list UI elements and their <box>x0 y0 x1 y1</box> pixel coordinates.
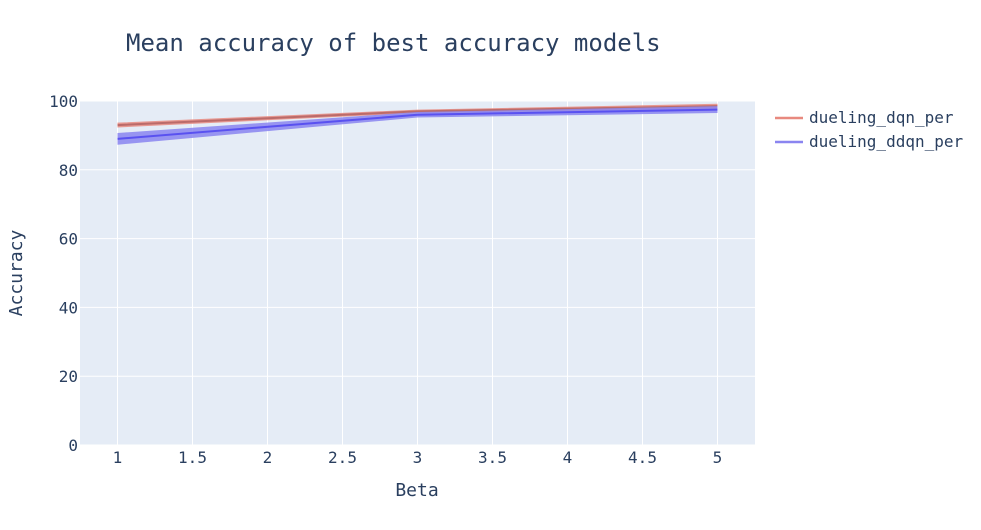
grid <box>80 100 755 446</box>
chart-title: Mean accuracy of best accuracy models <box>126 29 661 57</box>
legend-label: dueling_ddqn_per <box>809 132 963 151</box>
x-tick-label: 4.5 <box>628 448 657 467</box>
ticks: 1 1.5 2 2.5 3 3.5 4 4.5 5 0 20 40 60 80 100 <box>49 92 722 467</box>
legend-item[interactable]: dueling_dqn_per <box>775 108 954 127</box>
x-tick-label: 4 <box>563 448 573 467</box>
y-tick-label: 40 <box>59 298 78 317</box>
series-line <box>117 105 718 127</box>
y-tick-label: 100 <box>49 92 78 111</box>
legend-label: dueling_dqn_per <box>809 108 954 127</box>
legend[interactable]: dueling_dqn_per dueling_ddqn_per <box>775 108 963 151</box>
y-axis-title: Accuracy <box>6 229 27 316</box>
x-tick-label: 3 <box>413 448 423 467</box>
x-axis-title: Beta <box>395 480 438 501</box>
x-tick-label: 3.5 <box>478 448 507 467</box>
series-dueling_ddqn_per <box>117 106 718 145</box>
y-tick-label: 0 <box>68 436 78 455</box>
y-tick-label: 80 <box>59 161 78 180</box>
series-layer <box>117 103 718 145</box>
x-tick-label: 5 <box>713 448 723 467</box>
x-tick-label: 1 <box>113 448 123 467</box>
x-tick-label: 2.5 <box>328 448 357 467</box>
series-line <box>117 108 718 140</box>
legend-item[interactable]: dueling_ddqn_per <box>775 132 963 151</box>
x-tick-label: 2 <box>263 448 273 467</box>
x-tick-label: 1.5 <box>178 448 207 467</box>
y-tick-label: 20 <box>59 367 78 386</box>
y-tick-label: 60 <box>59 230 78 249</box>
